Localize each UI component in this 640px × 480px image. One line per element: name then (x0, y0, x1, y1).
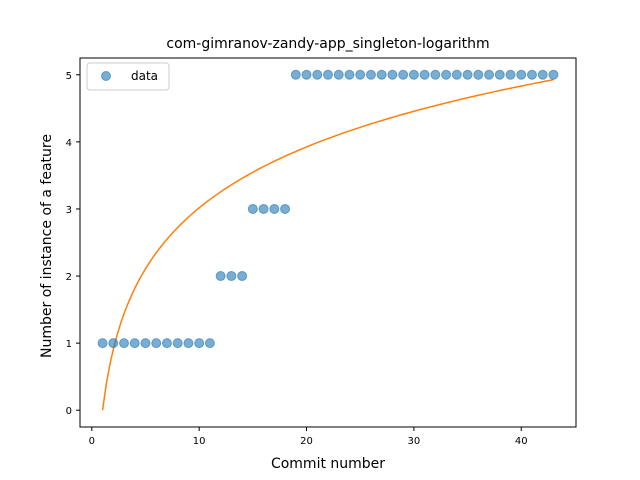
data-point (398, 69, 409, 80)
data-point (365, 69, 376, 80)
data-point (237, 271, 248, 282)
x-tick-label: 20 (300, 436, 313, 447)
data-point (419, 69, 430, 80)
data-point (247, 203, 258, 214)
x-tick-label: 40 (515, 436, 528, 447)
data-point (140, 338, 151, 349)
data-point (473, 69, 484, 80)
data-point (151, 338, 162, 349)
legend: data (86, 62, 170, 91)
data-point (505, 69, 516, 80)
data-point (129, 338, 140, 349)
data-point (494, 69, 505, 80)
y-tick-label: 3 (66, 205, 72, 216)
y-tick-label: 2 (66, 272, 72, 283)
chart-title: com-gimranov-zandy-app_singleton-logarit… (166, 36, 489, 52)
data-point (97, 338, 108, 349)
x-tick-label: 0 (89, 436, 95, 447)
data-point (119, 338, 130, 349)
legend-label: data (131, 69, 158, 83)
data-point (301, 69, 312, 80)
chart-axes: 0 10 20 30 40 0 1 2 3 4 5 (66, 57, 577, 447)
data-point (323, 69, 333, 80)
chart-marks (97, 69, 559, 411)
data-point (451, 69, 462, 80)
data-point (226, 271, 237, 282)
data-point (376, 69, 387, 80)
legend-frame (86, 62, 170, 91)
data-point (462, 69, 473, 80)
data-point (441, 69, 452, 80)
data-point (280, 203, 291, 214)
data-point (269, 203, 280, 214)
data-point (183, 338, 194, 349)
data-point (172, 338, 183, 349)
data-point (312, 69, 323, 80)
x-tick-label: 10 (193, 436, 206, 447)
data-point (204, 338, 215, 349)
data-point (355, 69, 366, 80)
plot-frame (79, 57, 577, 428)
data-point (108, 338, 119, 349)
data-point (194, 338, 205, 349)
data-point (548, 69, 559, 80)
x-axis-title: Commit number (271, 456, 385, 472)
data-point (258, 203, 269, 214)
y-axis-title: Number of instance of a feature (39, 134, 55, 358)
data-point (526, 69, 537, 80)
data-point (408, 69, 419, 80)
x-tick-label: 30 (408, 436, 421, 447)
legend-marker (101, 71, 111, 81)
y-tick-label: 5 (66, 71, 72, 82)
data-point (430, 69, 441, 80)
data-point (161, 338, 172, 349)
data-point (387, 69, 398, 80)
y-tick-label: 4 (66, 138, 72, 149)
data-point (333, 69, 344, 80)
data-point (484, 69, 495, 80)
y-tick-label: 0 (66, 406, 72, 417)
data-point (537, 69, 548, 80)
data-point (290, 69, 301, 80)
y-tick-label: 1 (66, 339, 72, 350)
data-point (516, 69, 527, 80)
data-point (344, 69, 355, 80)
data-point (215, 271, 226, 282)
fit-curve (101, 78, 554, 411)
